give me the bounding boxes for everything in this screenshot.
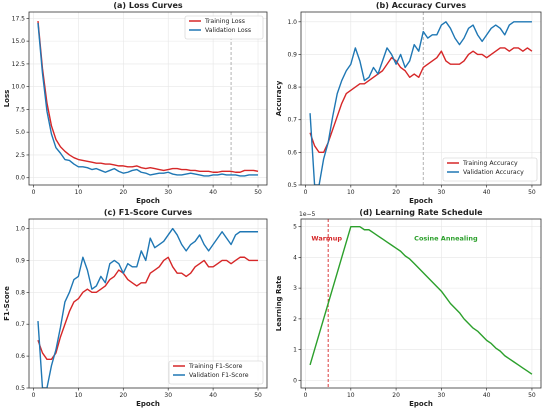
legend: Training F1-Score Validation F1-Score — [168, 360, 264, 385]
y-tick-label: 1 — [293, 347, 297, 354]
x-tick-label: 50 — [528, 392, 536, 399]
legend-box — [442, 157, 538, 182]
legend-label: Validation Loss — [205, 27, 251, 34]
x-tick-label: 10 — [347, 392, 355, 399]
plot-frame — [28, 218, 268, 389]
x-tick-label: 20 — [119, 189, 127, 196]
series-group — [37, 227, 259, 388]
series-line-training-f1-score — [37, 256, 259, 360]
x-tick-label: 0 — [32, 392, 36, 399]
annotation-0: Warmup — [311, 235, 342, 243]
legend-box — [168, 360, 264, 385]
y-tick-label: 0.5 — [15, 385, 25, 392]
series-line-validation-loss — [37, 22, 259, 177]
y-tick-label: 2 — [293, 316, 297, 323]
y-tick-label: 12.5 — [12, 61, 26, 68]
series-line-training-accuracy — [309, 47, 533, 154]
y-axis-label: Loss — [3, 90, 11, 108]
x-tick-label: 20 — [119, 392, 127, 399]
x-axis-label: Epoch — [409, 197, 433, 205]
series-line-lr — [309, 225, 533, 375]
legend-label: Validation Accuracy — [463, 169, 524, 176]
legend-box — [184, 15, 264, 40]
y-tick-label: 2.5 — [15, 152, 25, 159]
y-tick-label: 7.5 — [15, 106, 25, 113]
x-tick-label: 10 — [347, 189, 355, 196]
y-tick-label: 1.0 — [15, 226, 25, 233]
chart-title: (d) Learning Rate Schedule — [359, 208, 483, 217]
y-tick-label: 0.9 — [15, 257, 25, 264]
chart-title: (b) Accuracy Curves — [376, 1, 466, 10]
y-tick-label: 0.9 — [287, 51, 297, 58]
legend: Training Accuracy Validation Accuracy — [442, 157, 538, 182]
legend-label: Training F1-Score — [188, 363, 243, 370]
plot-frame — [300, 218, 542, 389]
y-tick-label: 4 — [293, 254, 297, 261]
y-tick-label: 0.0 — [15, 175, 25, 182]
series-group — [309, 21, 533, 185]
y-tick-label: 17.5 — [12, 15, 26, 22]
x-tick-label: 40 — [483, 392, 491, 399]
x-tick-label: 40 — [209, 189, 217, 196]
y-axis-label: Learning Rate — [275, 276, 283, 332]
y-tick-label: 0.6 — [15, 353, 25, 360]
y-tick-label: 5.0 — [15, 129, 25, 136]
series-line-validation-accuracy — [309, 21, 532, 185]
y-axis-label: Accuracy — [275, 80, 283, 116]
x-tick-label: 20 — [392, 392, 400, 399]
x-tick-label: 20 — [392, 189, 400, 196]
y-tick-label: 0.7 — [15, 321, 25, 328]
annotation-1: Cosine Annealing — [414, 235, 478, 243]
y-tick-label: 1.0 — [287, 19, 297, 26]
x-tick-label: 30 — [164, 392, 172, 399]
plot-frame — [28, 11, 268, 186]
legend-label: Training Accuracy — [462, 160, 518, 167]
x-tick-label: 40 — [483, 189, 491, 196]
y-tick-label: 0.8 — [287, 84, 297, 91]
y-tick-label: 0.7 — [287, 117, 297, 124]
y-tick-label: 10.0 — [12, 84, 26, 91]
series-group — [37, 21, 259, 177]
x-tick-label: 50 — [254, 392, 262, 399]
y-tick-label: 0 — [293, 377, 297, 384]
legend-label: Training Loss — [204, 18, 245, 25]
legend-label: Validation F1-Score — [189, 372, 249, 379]
chart-title: (a) Loss Curves — [113, 1, 183, 10]
y-scale-label: 1e−5 — [299, 211, 316, 218]
plot-frame — [300, 11, 542, 186]
x-tick-label: 50 — [254, 189, 262, 196]
y-tick-label: 0.5 — [287, 182, 297, 189]
chart-title: (c) F1-Score Curves — [104, 208, 193, 217]
chart-panel-3: 0 10 20 30 40 50 0.5 0.6 0.7 0.8 0.9 1.0 (c) F1-Scor… — [3, 208, 268, 408]
x-tick-label: 0 — [32, 189, 36, 196]
series-line-validation-f1-score — [37, 227, 259, 388]
x-tick-label: 10 — [75, 189, 83, 196]
x-axis-label: Epoch — [409, 400, 433, 408]
y-tick-label: 0.8 — [15, 289, 25, 296]
y-tick-label: 3 — [293, 285, 297, 292]
series-line-training-loss — [37, 21, 259, 173]
y-axis-label: F1-Score — [3, 286, 11, 321]
x-tick-label: 0 — [304, 392, 308, 399]
legend: Training Loss Validation Loss — [184, 15, 264, 40]
y-tick-label: 15.0 — [12, 38, 26, 45]
x-axis-label: Epoch — [136, 400, 160, 408]
x-tick-label: 30 — [438, 189, 446, 196]
x-tick-label: 50 — [528, 189, 536, 196]
chart-panel-1: 0 10 20 30 40 50 0.0 2.5 5.0 7.5 10.0 12.5 15.0 17.5 (… — [3, 1, 268, 205]
x-tick-label: 30 — [164, 189, 172, 196]
x-tick-label: 10 — [75, 392, 83, 399]
x-tick-label: 30 — [438, 392, 446, 399]
y-tick-label: 5 — [293, 224, 297, 231]
x-axis-label: Epoch — [136, 197, 160, 205]
series-group — [309, 225, 533, 375]
chart-panel-4: 0 10 20 30 40 50 0 1 2 3 4 51e−5 (d) Learning Rate S… — [275, 208, 542, 408]
plot-area — [301, 219, 541, 388]
x-tick-label: 0 — [304, 189, 308, 196]
x-tick-label: 40 — [209, 392, 217, 399]
plot-area — [29, 12, 267, 185]
chart-panel-2: 0 10 20 30 40 50 0.5 0.6 0.7 0.8 0.9 1.0 (b) Accurac… — [275, 1, 542, 205]
y-tick-label: 0.6 — [287, 149, 297, 156]
